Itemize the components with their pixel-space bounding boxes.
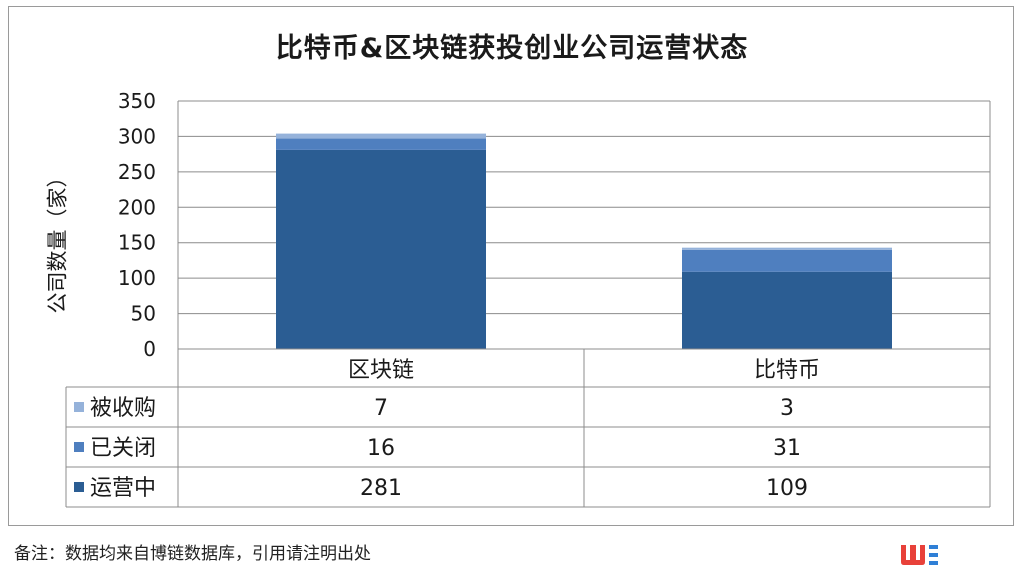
data-label: 3	[780, 396, 794, 421]
footnote: 备注：数据均来自博链数据库，引用请注明出处	[14, 544, 371, 564]
y-tick-label: 0	[143, 337, 156, 361]
y-tick-label: 350	[118, 89, 156, 113]
bar-segment	[276, 138, 486, 150]
bar-segment	[682, 247, 892, 250]
category-label: 区块链	[348, 358, 414, 383]
legend-label: 被收购	[90, 396, 156, 421]
legend-label: 运营中	[90, 476, 156, 501]
y-tick-label: 200	[118, 195, 156, 219]
chart-title: 比特币&区块链获投创业公司运营状态	[275, 33, 749, 64]
brand-logo	[901, 545, 938, 565]
y-tick-label: 150	[118, 231, 156, 255]
legend-label: 已关闭	[90, 436, 156, 461]
y-tick-label: 50	[131, 302, 156, 326]
legend-swatch	[74, 442, 84, 452]
data-label: 31	[773, 436, 801, 461]
bar-segment	[276, 149, 486, 349]
bar-segment	[682, 271, 892, 349]
y-tick-label: 300	[118, 124, 156, 148]
category-label: 比特币	[754, 358, 820, 383]
data-label: 109	[766, 476, 808, 501]
data-label: 16	[367, 436, 395, 461]
data-label: 7	[374, 396, 388, 421]
y-tick-label: 100	[118, 266, 156, 290]
data-label: 281	[360, 476, 402, 501]
y-tick-label: 250	[118, 160, 156, 184]
bar-segment	[276, 133, 486, 139]
bar-segment	[682, 249, 892, 272]
chart-frame	[8, 6, 1014, 526]
legend-swatch	[74, 482, 84, 492]
legend-swatch	[74, 402, 84, 412]
